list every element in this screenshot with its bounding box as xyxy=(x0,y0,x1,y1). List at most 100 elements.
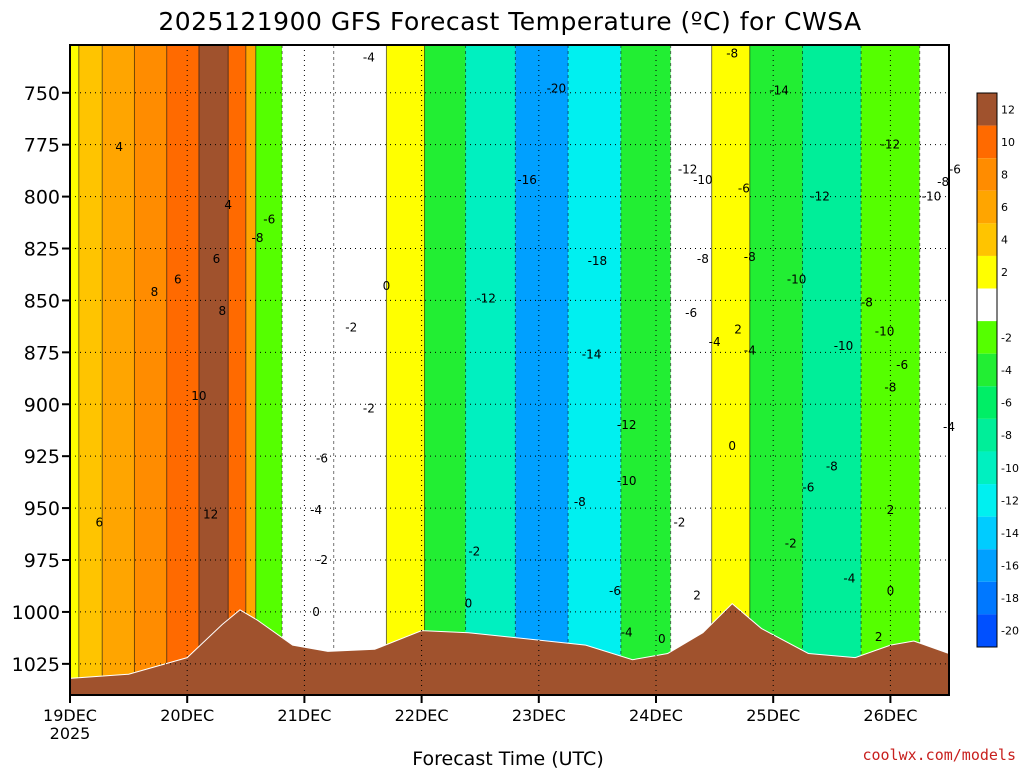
contour-labels: -4-20-8-144-16-12-10-12-6-8-6-12 -104-6-8… xyxy=(95,46,960,646)
x-axis-year: 2025 xyxy=(50,724,91,743)
fill-column xyxy=(70,45,79,695)
x-tick-label: 19DEC xyxy=(43,706,97,725)
colorbar-bin xyxy=(977,190,997,224)
contour-label: -8 xyxy=(726,46,738,60)
colorbar: 12 10 8 6 4 2 -2 -4 -6 -8 -10 -12 -14 -16 -18 -20 xyxy=(976,92,1019,648)
contour-label: 6 xyxy=(95,516,103,530)
contour-label: -4 xyxy=(843,572,855,586)
contour-label: 8 xyxy=(151,285,159,299)
contour-label: -8 xyxy=(574,495,586,509)
contour-label: 0 xyxy=(312,605,320,619)
colorbar-tick-label: 8 xyxy=(1001,168,1008,181)
contour-label: 8 xyxy=(219,304,227,318)
contour-label: 4 xyxy=(224,198,232,212)
x-tick-label: 23DEC xyxy=(512,706,566,725)
colorbar-frame xyxy=(976,92,998,648)
contour-label: -6 xyxy=(263,212,275,226)
colorbar-tick-label: 4 xyxy=(1001,234,1008,247)
contour-label: -2 xyxy=(363,401,375,415)
contour-label: -8 xyxy=(884,381,896,395)
contour-label: -8 xyxy=(744,250,756,264)
contour-label: -10 xyxy=(834,339,854,353)
x-tick-label: 21DEC xyxy=(277,706,331,725)
contour-label: -12 xyxy=(810,190,830,204)
contour-label: -4 xyxy=(709,335,721,349)
colorbar-tick-label: -18 xyxy=(1001,592,1019,605)
contour-label: 12 xyxy=(203,507,218,521)
y-tick-label: 850 xyxy=(24,290,60,312)
contour-label: -8 xyxy=(861,296,873,310)
fill-column xyxy=(919,45,949,695)
colorbar-bin xyxy=(977,386,997,419)
contour-label: -4 xyxy=(744,343,756,357)
colorbar-tick-label: 2 xyxy=(1001,266,1008,279)
colorbar-bin xyxy=(977,353,997,387)
contour-label: -18 xyxy=(588,254,608,268)
contour-label: -4 xyxy=(310,503,322,517)
contour-label: 0 xyxy=(728,439,736,453)
plot-fill xyxy=(70,45,949,695)
contour-label: 0 xyxy=(887,584,895,598)
contour-label: -2 xyxy=(316,553,328,567)
contour-label: 2 xyxy=(693,588,701,602)
fill-column xyxy=(802,45,862,695)
contour-label: -12 xyxy=(678,163,698,177)
colorbar-bin xyxy=(977,418,997,452)
colorbar-tick-label: -14 xyxy=(1001,527,1019,540)
fill-column xyxy=(228,45,246,695)
contour-label: -8 xyxy=(252,231,264,245)
colorbar-tick-label: -2 xyxy=(1001,331,1012,344)
contour-label: -6 xyxy=(685,306,697,320)
contour-label: -8 xyxy=(937,175,949,189)
contour-label: -6 xyxy=(609,584,621,598)
contour-label: -6 xyxy=(896,358,908,372)
contour-label: -10 xyxy=(693,173,713,187)
colorbar-bin xyxy=(977,484,997,517)
contour-label: 4 xyxy=(115,140,123,154)
contour-label: 2 xyxy=(875,630,883,644)
colorbar-tick-label: -12 xyxy=(1001,494,1019,507)
contour-label: -16 xyxy=(517,173,537,187)
terrain-area xyxy=(69,602,950,696)
contour-label: -4 xyxy=(621,626,633,640)
contour-label: -6 xyxy=(802,480,814,494)
x-tick-label: 20DEC xyxy=(160,706,214,725)
fill-column xyxy=(568,45,621,695)
band-boundaries xyxy=(78,45,921,695)
contour-label: -10 xyxy=(922,190,942,204)
y-tick-label: 775 xyxy=(24,135,60,157)
colorbar-tick-label: 6 xyxy=(1001,201,1008,214)
contour-label: -12 xyxy=(617,418,637,432)
colorbar-tick-label: -16 xyxy=(1001,560,1019,573)
contour-label: -14 xyxy=(769,84,789,98)
y-tick-label: 925 xyxy=(24,446,60,468)
y-axis-ticks: 750 775 800 825 850 875 900 925 950 975 1000 1025 xyxy=(12,83,70,676)
x-tick-label: 22DEC xyxy=(395,706,449,725)
contour-label: 6 xyxy=(174,273,182,287)
fill-column xyxy=(620,45,671,695)
contour-label: -2 xyxy=(785,536,797,550)
credit-text[interactable]: coolwx.com/models xyxy=(862,746,1016,764)
x-axis-ticks: 19DEC 20DEC 21DEC 22DEC 23DEC 24DEC 25DEC 26DEC xyxy=(43,695,917,725)
contour-label: 0 xyxy=(465,597,473,611)
contour-label: -10 xyxy=(875,325,895,339)
colorbar-bin xyxy=(977,93,997,126)
y-tick-label: 950 xyxy=(24,498,60,520)
colorbar-bin xyxy=(977,255,997,289)
colorbar-tick-label: -20 xyxy=(1001,625,1019,638)
contour-label: -10 xyxy=(787,273,807,287)
colorbar-tick-label: -8 xyxy=(1001,429,1012,442)
x-tick-label: 24DEC xyxy=(629,706,683,725)
contour-label: -12 xyxy=(476,291,496,305)
fill-column xyxy=(749,45,803,695)
contour-label: 10 xyxy=(191,389,206,403)
fill-column xyxy=(102,45,135,695)
contour-label: 0 xyxy=(658,632,666,646)
y-tick-label: 875 xyxy=(24,342,60,364)
contour-label: -6 xyxy=(738,181,750,195)
fill-column xyxy=(255,45,283,695)
contour-label: -8 xyxy=(826,460,838,474)
fill-column xyxy=(166,45,199,695)
x-tick-label: 25DEC xyxy=(746,706,800,725)
